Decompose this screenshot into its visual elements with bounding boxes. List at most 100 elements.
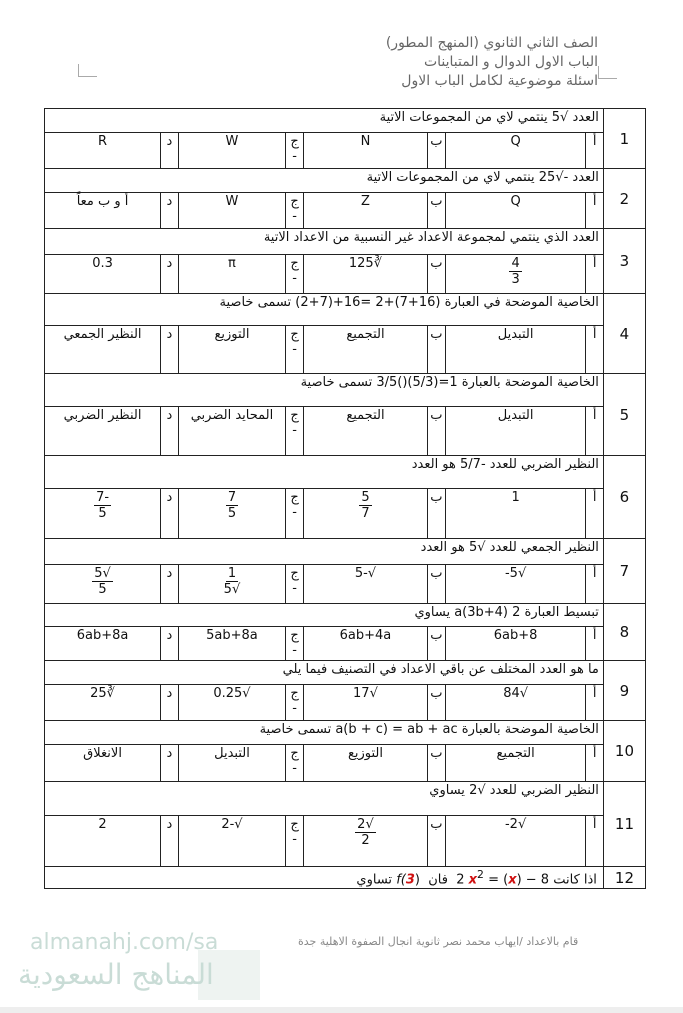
option-choice[interactable]: التجميع [302, 406, 429, 456]
eq-value: 3 [405, 872, 415, 888]
option-label: ج - [285, 325, 304, 374]
question-number: 4 [602, 293, 647, 374]
option-choice[interactable]: √84 [444, 684, 587, 721]
crop-mark [598, 66, 617, 79]
option-choice[interactable]: 1 [444, 488, 587, 539]
option-choice[interactable]: 1 √5 [177, 564, 287, 604]
header-subtitle: اسئلة موضوعية لكامل الباب الاول [401, 73, 598, 89]
eq-var: x [508, 872, 517, 888]
option-choice[interactable]: النظير الجمعي [43, 325, 162, 374]
option-label: ج - [285, 132, 304, 169]
numerator: √2 [355, 817, 376, 833]
question-row: 3 العدد الذي ينتمي لمجموعة الاعداد غير ا… [44, 228, 647, 294]
option-choice[interactable]: التبديل [444, 325, 587, 374]
option-label: أ [585, 744, 604, 782]
option-label: أ [585, 684, 604, 721]
denominator: 2 [361, 833, 370, 848]
option-choice[interactable]: √17 [302, 684, 429, 721]
fraction: √2 2 [355, 817, 376, 848]
question-row: 12 اذا كانت 2 x2 = (x) − 8 فان f(3) تساو… [44, 865, 647, 890]
options-row: أ √84 ب √17 ج - √0.25 د ∛25 [43, 684, 646, 721]
option-choice[interactable]: √0.25 [177, 684, 287, 721]
option-choice[interactable]: التبديل [177, 744, 287, 782]
question-number: 2 [602, 168, 647, 229]
option-choice[interactable]: 6ab+8a [43, 626, 162, 661]
option-choice[interactable]: -7 5 [43, 488, 162, 539]
option-choice[interactable]: W [177, 132, 287, 169]
option-label: د [160, 488, 179, 539]
q12-f3: f(3) [396, 872, 420, 887]
option-choice[interactable]: 5ab+8a [177, 626, 287, 661]
option-label: د [160, 626, 179, 661]
option-choice[interactable]: 0.3 [43, 254, 162, 294]
option-choice[interactable]: ∛25 [43, 684, 162, 721]
q12-equation: 2 x2 = (x) − 8 [456, 868, 550, 888]
option-label: ب [427, 254, 446, 294]
option-label: ب [427, 325, 446, 374]
option-choice[interactable]: √2- [444, 815, 587, 867]
denominator: 3 [511, 272, 520, 287]
option-label: د [160, 192, 179, 229]
question-text: اذا كانت 2 x2 = (x) − 8 فان f(3) تساوي [44, 865, 604, 890]
option-label: ب [427, 744, 446, 782]
question-text: الخاصية الموضحة بالعبارة 1=(5/3)()3/5 تس… [44, 373, 604, 407]
option-label: ب [427, 132, 446, 169]
option-choice[interactable]: N [302, 132, 429, 169]
option-label: ج - [285, 406, 304, 456]
option-label: أ [585, 488, 604, 539]
numerator: 7 [225, 490, 239, 506]
denominator: 5 [227, 506, 237, 521]
question-number: 11 [602, 781, 647, 867]
question-row: 9 ما هو العدد المختلف عن باقي الاعداد في… [44, 660, 647, 721]
option-choice[interactable]: π [177, 254, 287, 294]
option-choice[interactable]: 2 [43, 815, 162, 867]
fraction: √5 5 [92, 566, 113, 597]
option-label: ب [427, 192, 446, 229]
option-choice[interactable]: √-2 [177, 815, 287, 867]
option-choice[interactable]: √5- [444, 564, 587, 604]
question-text: النظير الضربي للعدد -5/7 هو العدد [44, 455, 604, 489]
question-row: 10 الخاصية الموضحة بالعبارة a(b + c) = a… [44, 720, 647, 782]
option-label: د [160, 684, 179, 721]
option-choice[interactable]: 6ab+8 [444, 626, 587, 661]
question-row: 11 النظير الضربي للعدد √2 يساوي [44, 781, 647, 867]
option-choice[interactable]: النظير الضربي [43, 406, 162, 456]
fraction: -7 5 [94, 490, 112, 521]
option-choice[interactable]: Q [444, 132, 587, 169]
option-label: أ [585, 815, 604, 867]
option-choice[interactable]: W [177, 192, 287, 229]
option-choice[interactable]: √-5 [302, 564, 429, 604]
questions-table: 1 العدد √5 ينتمي لاي من المجموعات الاتية… [43, 108, 647, 890]
option-label: ج - [285, 488, 304, 539]
option-choice[interactable]: Q [444, 192, 587, 229]
option-choice[interactable]: √2 2 [302, 815, 429, 867]
option-choice[interactable]: الانغلاق [43, 744, 162, 782]
option-choice[interactable]: ∛125 [302, 254, 429, 294]
option-choice[interactable]: التجميع [444, 744, 587, 782]
option-choice[interactable]: أ و ب معاً [43, 192, 162, 229]
option-choice[interactable]: التجميع [302, 325, 429, 374]
numerator: 4 [509, 256, 522, 272]
denominator: 7 [361, 506, 370, 521]
q12-pre: اذا كانت [553, 872, 597, 888]
question-number: 1 [602, 108, 647, 169]
option-choice[interactable]: التبديل [444, 406, 587, 456]
option-choice[interactable]: 6ab+4a [302, 626, 429, 661]
question-number: 6 [602, 455, 647, 539]
option-choice[interactable]: √5 5 [43, 564, 162, 604]
option-choice[interactable]: R [43, 132, 162, 169]
option-choice[interactable]: المحايد الضربي [177, 406, 287, 456]
numerator: √5 [92, 566, 113, 582]
option-choice[interactable]: التوزيع [302, 744, 429, 782]
watermark-box [198, 950, 260, 1000]
question-text: العدد -√25 ينتمي لاي من المجموعات الاتية [44, 168, 604, 193]
option-choice[interactable]: Z [302, 192, 429, 229]
option-choice[interactable]: التوزيع [177, 325, 287, 374]
option-label: د [160, 254, 179, 294]
option-label: أ [585, 254, 604, 294]
